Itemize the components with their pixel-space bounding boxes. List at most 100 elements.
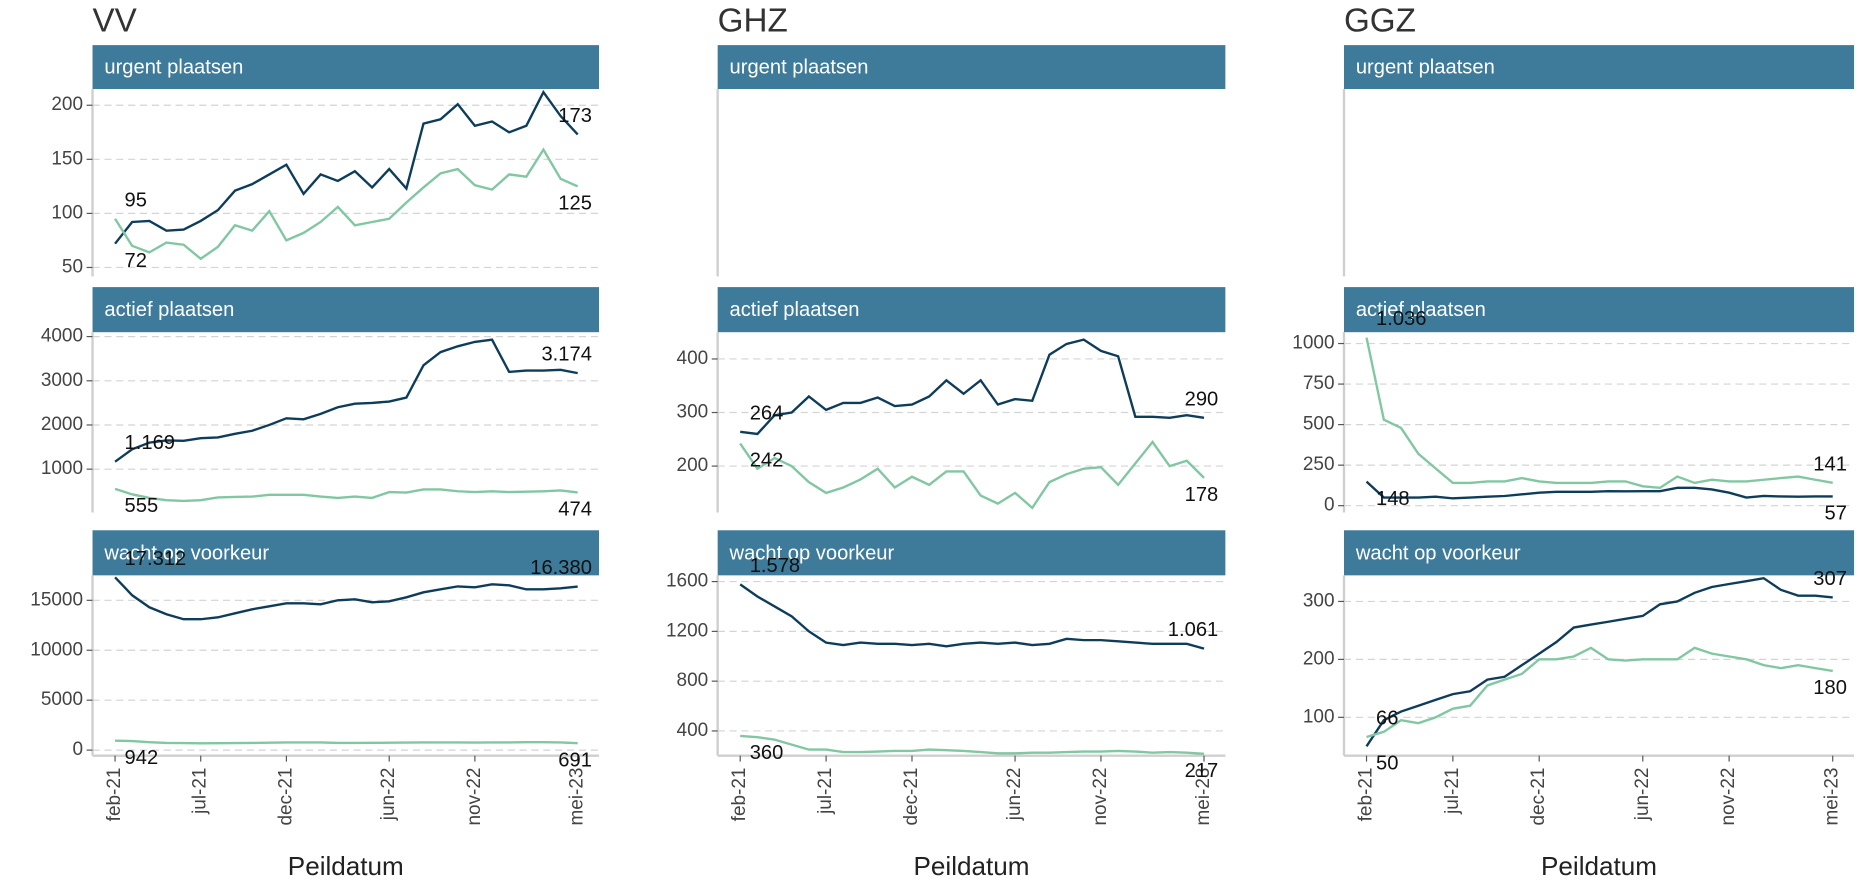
y-tick-label: 15000 [30, 589, 83, 610]
column-title: VV [93, 2, 137, 39]
x-tick-label: dec-21 [275, 768, 296, 826]
x-tick-label: dec-21 [1528, 768, 1549, 826]
strip-title: urgent plaatsen [730, 57, 869, 79]
y-tick-label: 2000 [41, 414, 83, 435]
y-tick-label: 50 [62, 256, 83, 277]
y-tick-label: 0 [72, 739, 83, 760]
strip [1343, 45, 1855, 90]
x-axis-title: Peildatum [914, 851, 1030, 881]
x-tick-label: jun-22 [1632, 768, 1653, 822]
value-label: 66 [1376, 708, 1398, 730]
line [740, 734, 1205, 755]
y-tick-label: 400 [677, 348, 709, 369]
y-tick-label: 800 [677, 670, 709, 691]
x-tick-label: nov-22 [1718, 768, 1739, 826]
x-tick-label: feb-21 [104, 768, 125, 822]
x-tick-label: mei-23 [1822, 768, 1843, 826]
line [1366, 646, 1833, 739]
y-tick-label: 750 [1303, 373, 1335, 394]
x-tick-label: mei-23 [567, 768, 588, 826]
value-label: 474 [558, 499, 592, 521]
strip-title: wacht op voorkeur [103, 542, 269, 564]
x-tick-label: mei-23 [1193, 768, 1214, 826]
value-label: 264 [750, 402, 784, 424]
x-axis-title: Peildatum [1541, 851, 1657, 881]
strip [717, 287, 1226, 333]
x-tick-label: nov-22 [464, 768, 485, 826]
line [1365, 337, 1833, 490]
y-tick-label: 250 [1303, 454, 1335, 475]
value-label: 942 [125, 747, 159, 769]
y-tick-label: 300 [677, 402, 709, 423]
y-tick-label: 100 [51, 202, 83, 223]
y-tick-label: 300 [1303, 590, 1335, 611]
y-tick-label: 1000 [41, 458, 83, 479]
line [1365, 480, 1833, 500]
strip-title: actief plaatsen [730, 299, 860, 321]
strip [92, 530, 600, 576]
x-tick-label: jul-21 [815, 768, 836, 815]
value-label: 57 [1825, 503, 1847, 525]
strip-title: wacht op voorkeur [729, 542, 895, 564]
value-label: 242 [750, 450, 784, 472]
y-tick-label: 400 [677, 720, 709, 741]
line [115, 739, 578, 745]
y-tick-label: 1000 [1292, 333, 1334, 354]
y-tick-label: 1600 [666, 571, 708, 592]
value-label: 1.061 [1168, 619, 1218, 641]
x-tick-label: dec-21 [901, 768, 922, 826]
value-label: 180 [1813, 677, 1847, 699]
strip [92, 45, 600, 90]
y-tick-label: 100 [1303, 706, 1335, 727]
strip-title: wacht op voorkeur [1355, 542, 1521, 564]
y-tick-label: 10000 [30, 639, 83, 660]
line [1365, 576, 1833, 747]
value-label: 17.312 [125, 548, 187, 570]
strip [717, 530, 1226, 576]
value-label: 141 [1813, 453, 1847, 475]
line [739, 583, 1205, 650]
line [114, 576, 578, 621]
value-label: 50 [1376, 752, 1398, 774]
value-label: 691 [558, 749, 592, 771]
line [740, 338, 1205, 436]
y-tick-label: 1200 [666, 620, 708, 641]
y-tick-label: 200 [677, 455, 709, 476]
y-tick-label: 3000 [41, 370, 83, 391]
strip-title: urgent plaatsen [1356, 57, 1495, 79]
y-tick-label: 500 [1303, 414, 1335, 435]
y-tick-label: 0 [1324, 495, 1335, 516]
value-label: 16.380 [530, 557, 592, 579]
line [739, 440, 1205, 510]
column-title: GGZ [1344, 2, 1416, 39]
column-title: GHZ [718, 2, 788, 39]
x-axis-title: Peildatum [288, 851, 404, 881]
value-label: 1.169 [125, 432, 175, 454]
x-tick-label: feb-21 [1356, 768, 1377, 822]
strip-title: actief plaatsen [104, 299, 234, 321]
strip [92, 287, 600, 333]
y-tick-label: 4000 [41, 326, 83, 347]
value-label: 1.578 [750, 555, 800, 577]
x-tick-label: jul-21 [190, 768, 211, 815]
value-label: 555 [125, 495, 159, 517]
value-label: 307 [1813, 568, 1847, 590]
line [114, 147, 579, 261]
x-tick-label: jun-22 [378, 768, 399, 822]
x-tick-label: feb-21 [729, 768, 750, 822]
strip [1343, 287, 1855, 333]
x-tick-label: nov-22 [1090, 768, 1111, 826]
y-tick-label: 5000 [41, 689, 83, 710]
strip-title: urgent plaatsen [104, 57, 243, 79]
value-label: 178 [1185, 484, 1219, 506]
x-tick-label: jul-21 [1442, 768, 1463, 815]
line [114, 89, 579, 245]
line [114, 487, 578, 503]
line [114, 338, 578, 463]
value-label: 148 [1376, 488, 1410, 510]
value-label: 360 [750, 742, 784, 764]
value-label: 217 [1185, 760, 1219, 782]
strip [717, 45, 1226, 90]
y-tick-label: 200 [1303, 648, 1335, 669]
